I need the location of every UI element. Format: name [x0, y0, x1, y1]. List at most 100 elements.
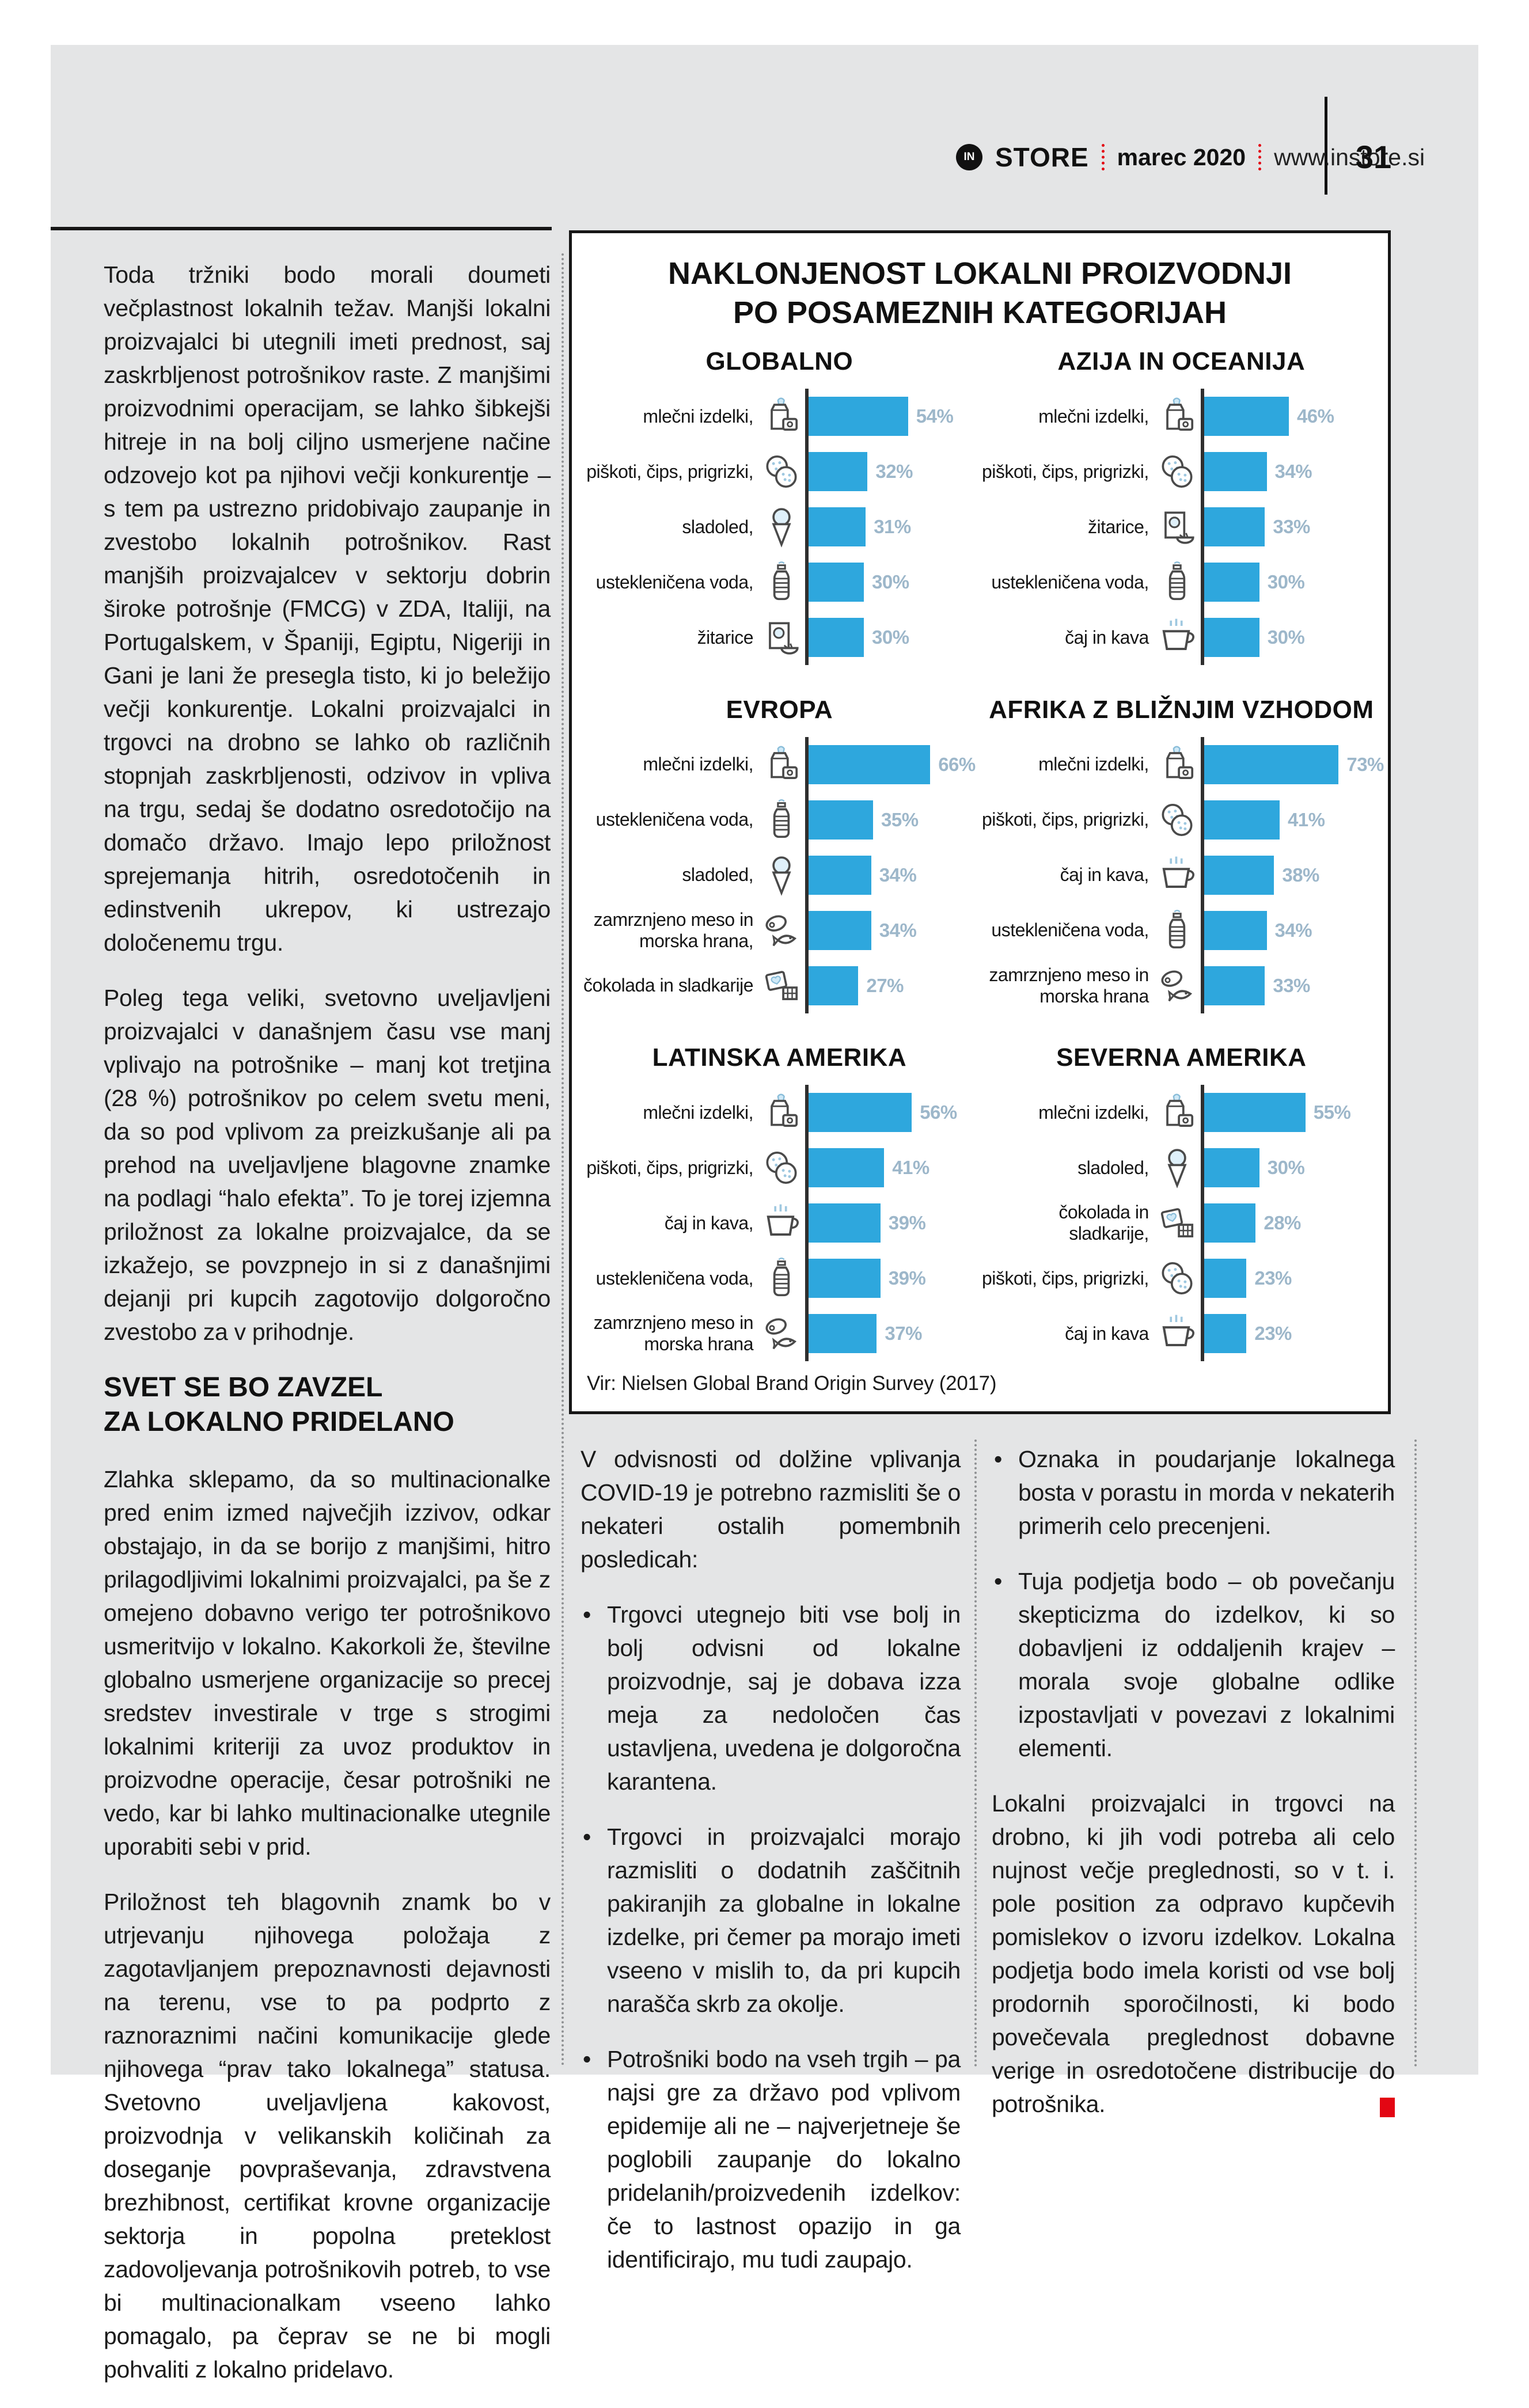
bar-track: 34%: [1200, 902, 1384, 958]
ice-cream-icon: [1154, 1144, 1201, 1191]
bar: [1204, 618, 1259, 657]
bar-value: 66%: [938, 753, 976, 775]
bar: [1204, 1093, 1306, 1133]
bar: [1204, 1259, 1247, 1298]
bar-value: 27%: [866, 974, 904, 996]
dairy-icon: [1154, 1089, 1201, 1136]
bar: [809, 966, 859, 1005]
bar-track: 55%: [1200, 1085, 1384, 1141]
paragraph: Zlahka sklepamo, da so multinacionalke p…: [104, 1466, 551, 1860]
bar-track: 46%: [1200, 389, 1384, 444]
category-label: piškoti, čips, prigrizki,: [981, 461, 1149, 482]
category-label: sladoled,: [682, 516, 753, 537]
snacks-icon: [1154, 796, 1201, 844]
tea-coffee-icon: [1154, 614, 1201, 661]
category-label: mlečni izdelki,: [1038, 754, 1149, 775]
bar: [1204, 1203, 1256, 1243]
website-url: www.instore.si: [1274, 143, 1425, 170]
water-bottle-icon: [758, 1255, 805, 1302]
bar-track: 30%: [1200, 610, 1384, 665]
frozen-meat-icon: [758, 907, 805, 954]
bar-value: 33%: [1273, 516, 1310, 537]
category-label: čaj in kava: [1065, 1323, 1149, 1344]
bar: [809, 1093, 912, 1133]
bar-value: 54%: [916, 405, 954, 427]
page-number-divider: [1325, 97, 1327, 195]
bar: [1204, 563, 1259, 602]
bar: [809, 452, 868, 491]
category-label: ustekleničena voda,: [991, 571, 1149, 592]
bar-value: 33%: [1273, 974, 1310, 996]
category-label: čokolada in sladkarije: [583, 975, 753, 996]
chart-source: Vir: Nielsen Global Brand Origin Survey …: [587, 1372, 997, 1395]
category-label: čaj in kava,: [1060, 864, 1149, 886]
chart-row: zamrznjeno meso in morska hrana 37%: [583, 1306, 976, 1362]
intro-paragraph: V odvisnosti od dolžine vplivanja COVID-…: [581, 1446, 961, 1573]
bar: [809, 1203, 881, 1243]
bar-track: 34%: [1200, 444, 1384, 499]
bar-track: 33%: [1200, 958, 1384, 1013]
bar: [1204, 452, 1267, 491]
dairy-icon: [758, 741, 805, 788]
category-label: zamrznjeno meso in morska hrana: [989, 964, 1149, 1007]
category-label: zamrznjeno meso in morska hrana,: [593, 909, 754, 951]
bar-value: 30%: [872, 626, 909, 648]
category-label: sladoled,: [1077, 1157, 1149, 1178]
chart-row: čaj in kava, 38%: [979, 847, 1384, 903]
chart-row: mlečni izdelki, 54%: [583, 389, 976, 444]
chart-panel-title: EVROPA: [726, 695, 833, 724]
bar: [1204, 1314, 1247, 1354]
bottom-right-column: Oznaka in poudarjanje lokalnega bosta v …: [992, 1442, 1395, 2143]
bar-track: 23%: [1200, 1251, 1384, 1306]
article-end-mark: [1380, 2098, 1395, 2117]
chart-row: čaj in kava 23%: [979, 1306, 1384, 1362]
snacks-icon: [1154, 448, 1201, 495]
chart-panel: EVROPA mlečni izdelki, 66% ustekleničena vo…: [583, 696, 976, 1024]
chart-panel: AFRIKA Z BLIŽNJIM VZHODOM mlečni izdelki,…: [979, 696, 1384, 1024]
bar: [1204, 855, 1274, 895]
section-heading: SVET SE BO ZAVZEL ZA LOKALNO PRIDELANO: [104, 1372, 454, 1437]
chart-row: piškoti, čips, prigrizki, 32%: [583, 444, 976, 499]
bar-track: 30%: [805, 554, 976, 610]
header-separator-icon: [1258, 144, 1262, 170]
chart-row: ustekleničena voda, 30%: [979, 554, 1384, 610]
bar-value: 23%: [1254, 1267, 1292, 1289]
right-bullets: Oznaka in poudarjanje lokalnega bosta v …: [992, 1442, 1395, 1765]
bar-value: 39%: [888, 1267, 926, 1289]
paragraph: Poleg tega veliki, svetovno uveljavljeni…: [104, 985, 551, 1345]
snacks-icon: [758, 448, 805, 495]
chart-row: mlečni izdelki, 46%: [979, 389, 1384, 444]
bar-track: 41%: [1200, 792, 1384, 848]
bar-value: 31%: [874, 516, 911, 537]
chart-row: čaj in kava 30%: [979, 610, 1384, 665]
chart-panel: AZIJA IN OCEANIJA mlečni izdelki, 46% piško…: [979, 347, 1384, 676]
category-label: mlečni izdelki,: [643, 405, 753, 427]
chart-panel-title: GLOBALNO: [705, 347, 853, 375]
bar: [809, 618, 864, 657]
bar-track: 30%: [1200, 1140, 1384, 1196]
bar-value: 30%: [872, 571, 909, 592]
bar-track: 38%: [1200, 847, 1384, 903]
category-label: ustekleničena voda,: [595, 809, 754, 830]
category-label: piškoti, čips, prigrizki,: [981, 1267, 1149, 1289]
water-bottle-icon: [758, 796, 805, 844]
cereal-icon: [1154, 503, 1201, 550]
chart-row: zamrznjeno meso in morska hrana 33%: [979, 958, 1384, 1013]
ice-cream-icon: [758, 503, 805, 550]
chart-row: piškoti, čips, prigrizki, 41%: [583, 1140, 976, 1196]
bar: [1204, 910, 1267, 950]
bar: [809, 397, 908, 436]
bar: [1204, 800, 1280, 840]
left-paragraphs-bottom: Zlahka sklepamo, da so multinacionalke p…: [104, 1463, 551, 2386]
issue-date: marec 2020: [1117, 143, 1246, 170]
water-bottle-icon: [1154, 907, 1201, 954]
bar-value: 32%: [875, 461, 913, 482]
bar: [1204, 397, 1289, 436]
category-label: piškoti, čips, prigrizki,: [586, 461, 753, 482]
column-separator: [974, 1440, 977, 2067]
chart-panel: SEVERNA AMERIKA mlečni izdelki, 55% sladole…: [979, 1043, 1384, 1372]
chocolate-icon: [1154, 1199, 1201, 1247]
bar: [809, 507, 866, 546]
bar-track: 37%: [805, 1306, 976, 1362]
bottom-middle-column: V odvisnosti od dolžine vplivanja COVID-…: [581, 1442, 961, 2298]
